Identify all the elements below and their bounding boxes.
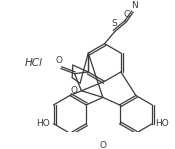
Text: S: S bbox=[112, 19, 117, 28]
Text: N: N bbox=[131, 1, 137, 10]
Text: O: O bbox=[56, 56, 63, 65]
Text: HO: HO bbox=[156, 119, 169, 128]
Text: HCl: HCl bbox=[25, 58, 43, 67]
Text: O: O bbox=[99, 141, 106, 149]
Text: O: O bbox=[70, 86, 77, 95]
Text: C: C bbox=[123, 10, 130, 19]
Text: HO: HO bbox=[36, 119, 50, 128]
